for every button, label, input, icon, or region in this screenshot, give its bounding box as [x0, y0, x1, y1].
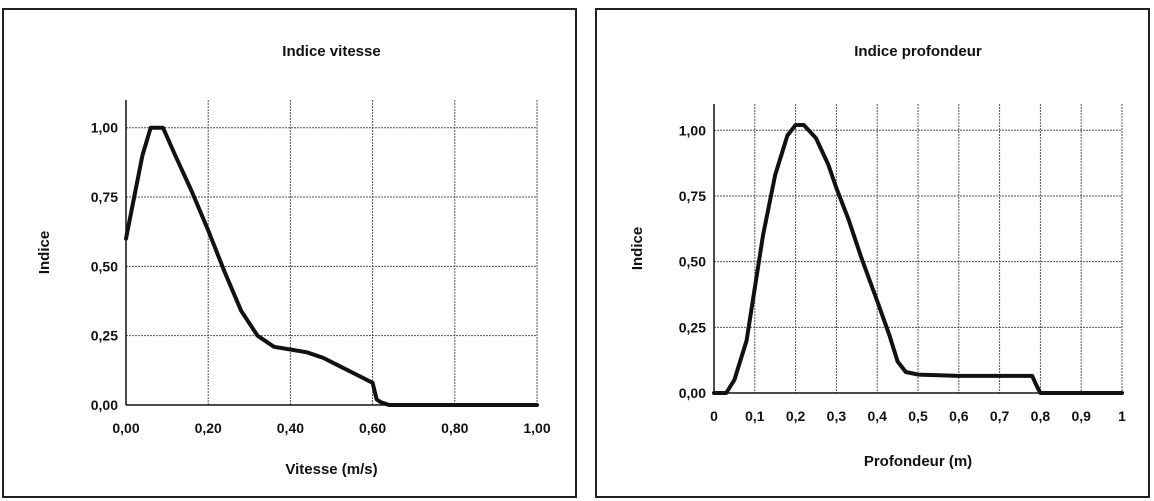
- y-axis-label: Indice: [629, 227, 646, 270]
- x-tick-label: 0,20: [195, 420, 222, 436]
- series-line-1: [124, 125, 539, 407]
- x-tick-label: 0,6: [949, 408, 969, 424]
- x-tick-label: 0,1: [745, 408, 765, 424]
- chart-title: Indice vitesse: [282, 43, 380, 60]
- x-tick-label: 0,9: [1071, 408, 1091, 424]
- y-tick-label: 0,75: [91, 189, 118, 205]
- x-tick-label: 0,5: [908, 408, 928, 424]
- y-tick-label: 0,50: [679, 254, 706, 270]
- x-tick-label: 0,2: [786, 408, 806, 424]
- y-axis-label: Indice: [36, 231, 53, 274]
- chart-panel-profondeur: Indice profondeur 0,00 0,25 0,50 0,75 1,00 0 0,…: [595, 8, 1150, 498]
- y-tick-label: 0,00: [679, 385, 706, 401]
- x-tick-label: 1,00: [523, 420, 550, 436]
- x-tick-label: 0,8: [1031, 408, 1051, 424]
- x-axis-label: Profondeur (m): [864, 453, 972, 470]
- x-tick-label: 0,80: [441, 420, 468, 436]
- y-tick-label: 0,50: [91, 258, 118, 274]
- y-tick-label: 0,25: [91, 328, 118, 344]
- x-tick-label: 0,3: [827, 408, 847, 424]
- chart-profondeur: Indice profondeur 0,00 0,25 0,50 0,75 1,00 0 0,…: [629, 43, 1126, 470]
- chart-vitesse: Indice vitesse 0,00 0,25 0,50 0,75 1,00 0,00 0,…: [36, 43, 551, 478]
- x-tick-label: 0,7: [990, 408, 1010, 424]
- x-tick-label: 0,40: [277, 420, 304, 436]
- x-axis-label: Vitesse (m/s): [285, 461, 377, 478]
- y-tick-label: 1,00: [91, 120, 118, 136]
- y-tick-label: 1,00: [679, 122, 706, 138]
- x-tick-label: 0,4: [867, 408, 887, 424]
- chart-panel-vitesse: Indice vitesse 0,00 0,25 0,50 0,75 1,00 0,00 0,…: [2, 8, 577, 498]
- chart-title: Indice profondeur: [854, 43, 982, 60]
- x-tick-label: 0,00: [112, 420, 139, 436]
- y-tick-label: 0,75: [679, 188, 706, 204]
- x-tick-label: 0,60: [359, 420, 386, 436]
- x-tick-label: 1: [1118, 408, 1126, 424]
- series-line-1: [712, 123, 1124, 395]
- y-tick-label: 0,00: [91, 397, 118, 413]
- x-tick-label: 0: [710, 408, 718, 424]
- y-tick-label: 0,25: [679, 319, 706, 335]
